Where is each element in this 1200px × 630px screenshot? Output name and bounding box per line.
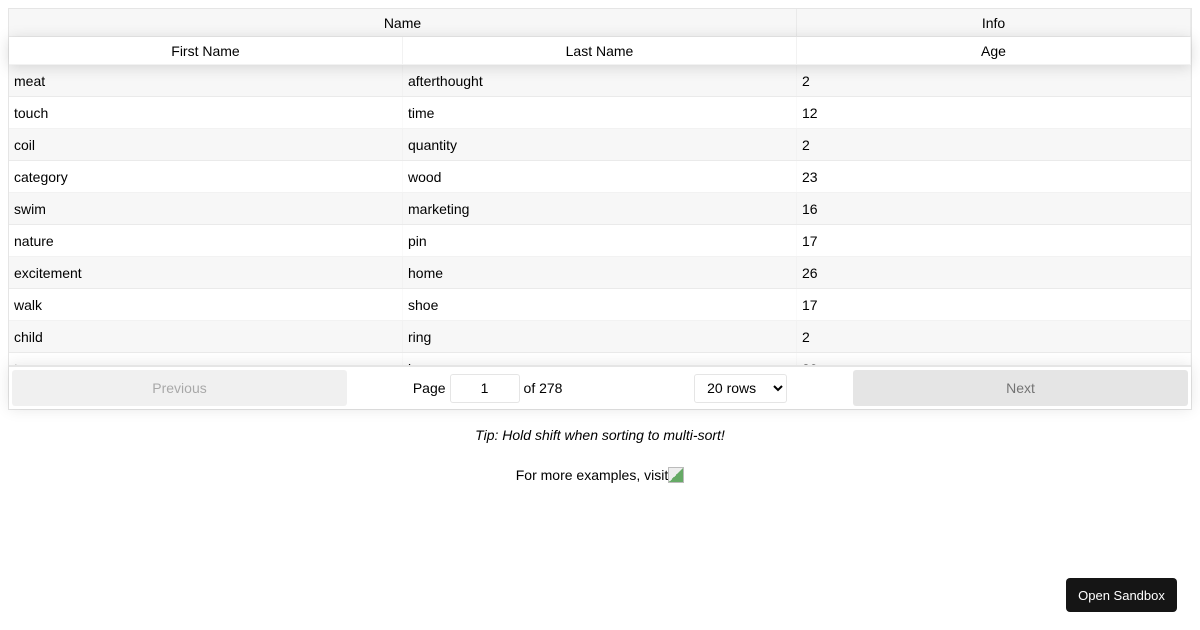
table-cell: 2 [802, 328, 810, 345]
table-cell: marketing [408, 200, 470, 217]
broken-image-icon[interactable] [668, 467, 685, 483]
open-sandbox-button[interactable]: Open Sandbox [1066, 578, 1177, 612]
table-cell: time [408, 104, 435, 121]
group-header-name: Name [9, 9, 797, 36]
table-cell: beggar [403, 353, 797, 367]
table-row: nature pin 17 [9, 225, 1191, 257]
tip-text: Tip: Hold shift when sorting to multi-so… [475, 427, 725, 443]
table-cell: coil [14, 136, 36, 153]
table-cell: 20 [797, 353, 1191, 367]
table-cell: 2 [802, 136, 810, 153]
group-header-row: Name Info [9, 9, 1191, 37]
table-body[interactable]: meat afterthought 2 touch time 12 coil quantity… [9, 65, 1191, 366]
group-header-info: Info [797, 9, 1191, 36]
column-header-age[interactable]: Age [797, 37, 1191, 64]
table-row: swim marketing 16 [9, 193, 1191, 225]
page-total: of 278 [523, 380, 563, 396]
table-cell: 23 [802, 168, 818, 185]
table-cell: walk [14, 296, 43, 313]
table-row: category wood 23 [9, 161, 1191, 193]
table-cell: quantity [408, 136, 458, 153]
table-cell: category [14, 168, 68, 185]
column-header-row: First Name Last Name Age [9, 37, 1191, 65]
table-cell: toy [9, 353, 403, 367]
table-row: meat afterthought 2 [9, 65, 1191, 97]
table-row: walk shoe 17 [9, 289, 1191, 321]
table-cell: 16 [802, 200, 818, 217]
more-examples-text: For more examples, visit [515, 467, 669, 483]
table-cell: touch [14, 104, 49, 121]
page-input[interactable] [449, 373, 520, 403]
table-cell: swim [14, 200, 46, 217]
rows-per-page-select[interactable]: 20 rows [694, 373, 788, 403]
next-button[interactable]: Next [853, 370, 1188, 406]
table-cell: pin [408, 232, 427, 249]
table-cell: 26 [802, 264, 818, 281]
table-row: excitement home 26 [9, 257, 1191, 289]
table-row: child ring 2 [9, 321, 1191, 353]
table-cell: 2 [802, 72, 810, 89]
table-cell: 17 [802, 232, 818, 249]
table-cell: afterthought [408, 72, 483, 89]
pagination-bar: Previous Page of 278 20 rows Next [9, 365, 1191, 409]
table-row: toybeggar20 [9, 353, 1191, 367]
data-table: Name Info First Name Last Name Age meat a… [8, 8, 1192, 410]
table-row: touch time 12 [9, 97, 1191, 129]
column-header-first-name[interactable]: First Name [9, 37, 403, 64]
table-cell: meat [14, 72, 46, 89]
table-cell: ring [408, 328, 432, 345]
table-cell: 12 [802, 104, 818, 121]
table-cell: child [14, 328, 43, 345]
page-label: Page [412, 380, 446, 396]
table-cell: home [408, 264, 444, 281]
table-cell: wood [408, 168, 442, 185]
table-cell: 17 [802, 296, 818, 313]
table-cell: excitement [14, 264, 82, 281]
column-header-last-name[interactable]: Last Name [403, 37, 797, 64]
more-examples: For more examples, visit [0, 467, 1200, 483]
previous-button[interactable]: Previous [12, 370, 347, 406]
table-cell: shoe [408, 296, 439, 313]
table-row: coil quantity 2 [9, 129, 1191, 161]
table-cell: nature [14, 232, 54, 249]
